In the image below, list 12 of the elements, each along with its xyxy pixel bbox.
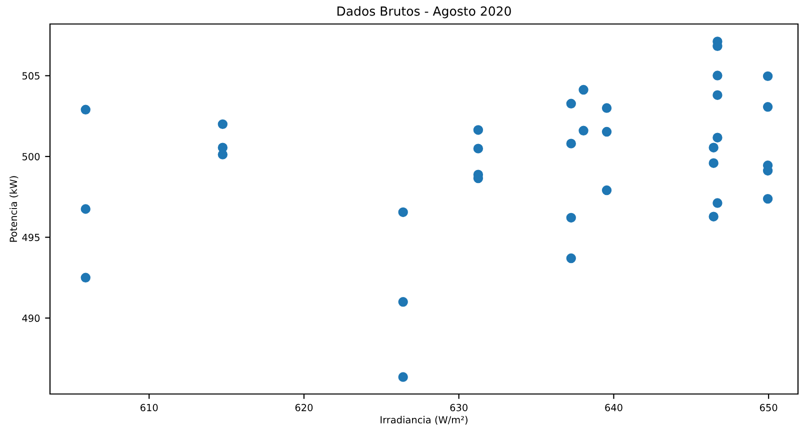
y-axis-title: Potencia (kW) [10,176,18,242]
x-tick-label: 650 [760,404,778,412]
y-tick-label: 500 [22,152,40,160]
chart-title: Dados Brutos - Agosto 2020 [337,6,511,18]
x-tick-label: 620 [295,404,313,412]
y-tick-label: 490 [22,314,40,322]
x-tick-label: 640 [605,404,622,412]
x-axis-title: Irradiancia (W/m²) [380,416,468,425]
x-tick-label: 610 [140,404,158,412]
y-tick-label: 495 [22,234,40,242]
x-tick-label: 630 [450,404,468,412]
y-tick-label: 505 [22,72,40,80]
